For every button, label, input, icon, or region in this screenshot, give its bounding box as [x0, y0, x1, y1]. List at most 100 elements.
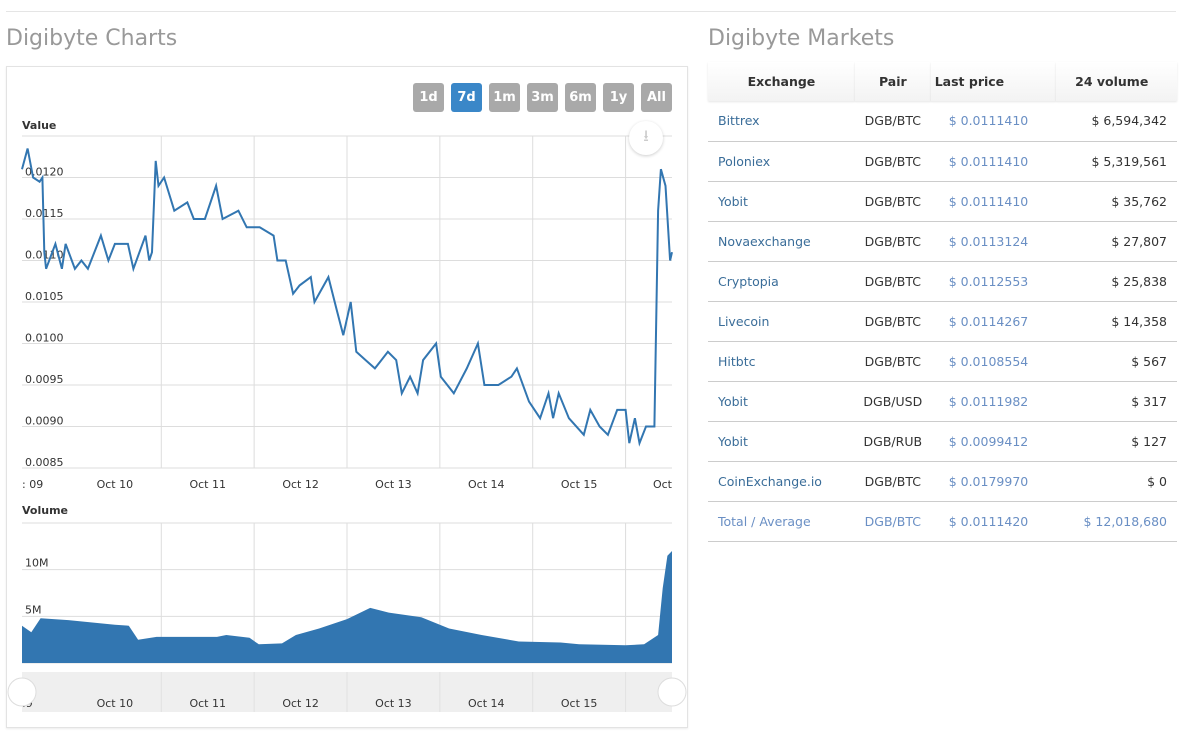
cell-exchange[interactable]: Livecoin	[708, 301, 855, 342]
x-tick-label: Oct	[653, 478, 673, 491]
cell-volume: $ 5,319,561	[1056, 141, 1177, 182]
cell-pair: DGB/BTC	[854, 501, 931, 542]
cell-last-price[interactable]: $ 0.0111982	[930, 381, 1057, 422]
cell-exchange[interactable]: Bittrex	[708, 101, 855, 142]
y-tick-label: 5M	[25, 603, 42, 616]
col-exchange[interactable]: Exchange	[708, 62, 855, 101]
volume-series-area	[22, 551, 672, 663]
cell-volume: $ 25,838	[1056, 261, 1177, 302]
cell-pair: DGB/USD	[854, 381, 931, 422]
cell-volume: $ 14,358	[1056, 301, 1177, 342]
cell-exchange[interactable]: Cryptopia	[708, 261, 855, 302]
navigator-label: Oct 10	[97, 697, 134, 710]
value-axis-title: Value	[22, 119, 56, 132]
top-divider	[6, 11, 1176, 12]
table-row: Yobit DGB/RUB $ 0.0099412 $ 127	[708, 421, 1177, 462]
cell-last-price[interactable]: $ 0.0179970	[930, 461, 1057, 502]
x-tick-label: Oct 10	[97, 478, 134, 491]
cell-exchange[interactable]: Yobit	[708, 421, 855, 462]
cell-pair: DGB/RUB	[854, 421, 931, 462]
cell-volume: $ 127	[1056, 421, 1177, 462]
table-total-row: Total / Average DGB/BTC $ 0.0111420 $ 12,01…	[708, 501, 1177, 542]
cell-volume: $ 27,807	[1056, 221, 1177, 262]
markets-table: Exchange Pair Last price 24 volume Bittr…	[708, 62, 1177, 542]
cell-last-price[interactable]: $ 0.0099412	[930, 421, 1057, 462]
cell-pair: DGB/BTC	[854, 301, 931, 342]
cell-pair: DGB/BTC	[854, 181, 931, 222]
table-row: Yobit DGB/USD $ 0.0111982 $ 317	[708, 381, 1177, 422]
range-button-7d[interactable]: 7d	[451, 83, 482, 112]
table-row: Hitbtc DGB/BTC $ 0.0108554 $ 567	[708, 341, 1177, 382]
x-tick-label: Oct 14	[468, 478, 505, 491]
x-tick-label: Oct 13	[375, 478, 412, 491]
range-button-3m[interactable]: 3m	[527, 83, 558, 112]
table-row: Poloniex DGB/BTC $ 0.0111410 $ 5,319,561	[708, 141, 1177, 182]
range-button-1y[interactable]: 1y	[603, 83, 634, 112]
col-pair[interactable]: Pair	[854, 62, 931, 101]
cell-exchange[interactable]: Hitbtc	[708, 341, 855, 382]
cell-last-price[interactable]: $ 0.0114267	[930, 301, 1057, 342]
cell-last-price[interactable]: $ 0.0111410	[930, 181, 1057, 222]
cell-exchange[interactable]: CoinExchange.io	[708, 461, 855, 502]
cell-last-price[interactable]: $ 0.0108554	[930, 341, 1057, 382]
x-tick-label: : 09	[22, 478, 43, 491]
range-button-all[interactable]: All	[641, 83, 672, 112]
navigator-handle-right[interactable]	[657, 677, 687, 707]
table-row: Novaexchange DGB/BTC $ 0.0113124 $ 27,807	[708, 221, 1177, 262]
chart-panel	[6, 66, 688, 728]
navigator-label: Oct 11	[189, 697, 226, 710]
y-tick-label: 0.0105	[25, 290, 64, 303]
navigator-label: Oct 13	[375, 697, 412, 710]
cell-last-price[interactable]: $ 0.0111420	[930, 501, 1057, 542]
y-tick-label: 0.0120	[25, 166, 64, 179]
table-row: Cryptopia DGB/BTC $ 0.0112553 $ 25,838	[708, 261, 1177, 302]
table-row: CoinExchange.io DGB/BTC $ 0.0179970 $ 0	[708, 461, 1177, 502]
cell-volume: $ 317	[1056, 381, 1177, 422]
cell-volume: $ 12,018,680	[1056, 501, 1177, 542]
range-selector: 1d 7d 1m 3m 6m 1y All	[413, 83, 672, 112]
y-tick-label: 0.0090	[25, 415, 64, 428]
col-volume[interactable]: 24 volume	[1056, 62, 1177, 101]
cell-last-price[interactable]: $ 0.0111410	[930, 141, 1057, 182]
y-tick-label: 10M	[25, 557, 49, 570]
y-tick-label: 0.0095	[25, 373, 64, 386]
cell-pair: DGB/BTC	[854, 221, 931, 262]
cell-volume: $ 0	[1056, 461, 1177, 502]
download-icon[interactable]: ⭳	[629, 121, 663, 155]
x-tick-label: Oct 12	[282, 478, 319, 491]
charts-title: Digibyte Charts	[6, 26, 178, 51]
cell-pair: DGB/BTC	[854, 261, 931, 302]
col-last-price[interactable]: Last price	[930, 62, 1057, 101]
cell-last-price[interactable]: $ 0.0112553	[930, 261, 1057, 302]
cell-exchange[interactable]: Yobit	[708, 181, 855, 222]
markets-title: Digibyte Markets	[708, 26, 895, 51]
navigator-handle-left[interactable]	[7, 677, 37, 707]
chart-svg[interactable]: Value0.01200.01150.01100.01050.01000.009…	[0, 0, 700, 735]
y-tick-label: 0.0100	[25, 332, 64, 345]
navigator-label: Oct 12	[282, 697, 319, 710]
cell-volume: $ 35,762	[1056, 181, 1177, 222]
cell-exchange[interactable]: Yobit	[708, 381, 855, 422]
volume-axis-title: Volume	[22, 504, 68, 517]
table-row: Livecoin DGB/BTC $ 0.0114267 $ 14,358	[708, 301, 1177, 342]
y-tick-label: 0.0085	[25, 456, 64, 469]
cell-exchange[interactable]: Novaexchange	[708, 221, 855, 262]
cell-last-price[interactable]: $ 0.0111410	[930, 101, 1057, 142]
cell-pair: DGB/BTC	[854, 141, 931, 182]
cell-volume: $ 567	[1056, 341, 1177, 382]
range-button-6m[interactable]: 6m	[565, 83, 596, 112]
cell-volume: $ 6,594,342	[1056, 101, 1177, 142]
table-row: Yobit DGB/BTC $ 0.0111410 $ 35,762	[708, 181, 1177, 222]
cell-pair: DGB/BTC	[854, 341, 931, 382]
navigator-label: Oct 15	[561, 697, 598, 710]
value-series-line	[21, 148, 673, 447]
cell-exchange[interactable]: Poloniex	[708, 141, 855, 182]
range-button-1d[interactable]: 1d	[413, 83, 444, 112]
cell-pair: DGB/BTC	[854, 101, 931, 142]
x-tick-label: Oct 15	[561, 478, 598, 491]
table-row: Bittrex DGB/BTC $ 0.0111410 $ 6,594,342	[708, 101, 1177, 142]
range-button-1m[interactable]: 1m	[489, 83, 520, 112]
cell-pair: DGB/BTC	[854, 461, 931, 502]
cell-exchange[interactable]: Total / Average	[708, 501, 855, 542]
cell-last-price[interactable]: $ 0.0113124	[930, 221, 1057, 262]
